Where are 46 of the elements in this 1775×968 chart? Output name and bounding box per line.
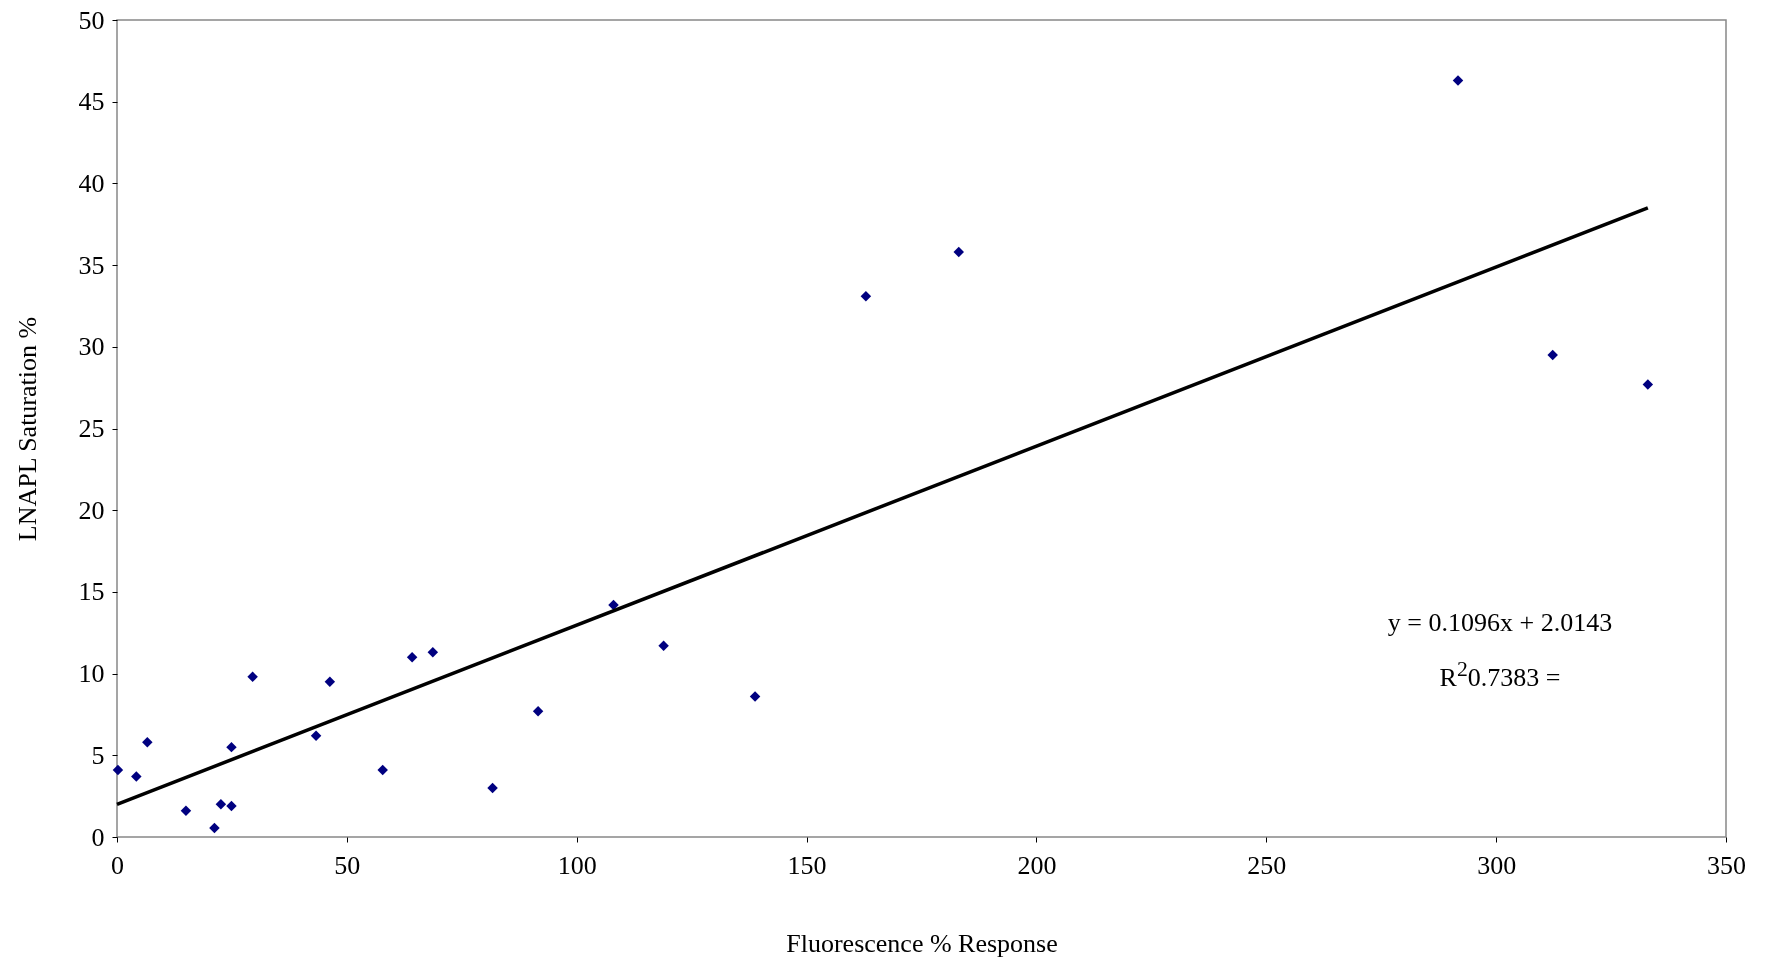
point <box>142 736 153 748</box>
point <box>247 671 258 683</box>
x-tick-label: 150 <box>787 850 827 880</box>
point <box>131 771 142 782</box>
point <box>310 730 322 741</box>
y-tick-label: 15 <box>78 577 105 607</box>
x-tick-label: 200 <box>1017 850 1057 880</box>
x-tick-label: 100 <box>557 850 597 880</box>
point <box>226 800 237 812</box>
point <box>1642 379 1654 390</box>
point <box>377 764 388 776</box>
y-tick-label: 50 <box>78 5 105 35</box>
y-tick-label: 35 <box>78 250 105 280</box>
point <box>406 652 418 663</box>
point <box>749 691 761 702</box>
x-tick-label: 250 <box>1247 850 1287 880</box>
point <box>112 764 124 776</box>
y-tick-label: 25 <box>78 414 105 443</box>
point <box>487 782 498 794</box>
y-tick-label: 20 <box>78 495 105 525</box>
point <box>1452 75 1464 86</box>
point <box>226 741 237 753</box>
point <box>953 246 964 258</box>
point <box>180 805 192 817</box>
y-tick-label: 45 <box>78 87 105 117</box>
y-tick-label: 40 <box>78 168 105 198</box>
x-tick-label: 300 <box>1477 850 1517 880</box>
point <box>215 799 227 810</box>
point <box>1547 349 1558 361</box>
point <box>860 290 872 302</box>
y-axis-title: LNAPL Saturation % <box>12 316 42 542</box>
x-tick-label: 0 <box>111 850 124 880</box>
point <box>427 647 439 658</box>
y-tick-label: 30 <box>78 332 105 362</box>
annotation: y = 0.1096x + 2.0143 <box>1386 607 1614 639</box>
x-tick-label: 50 <box>334 850 361 880</box>
y-tick-label: 5 <box>91 740 105 770</box>
x-tick-label: 350 <box>1707 850 1746 880</box>
y-tick-label: 0 <box>91 822 105 852</box>
point <box>532 705 544 717</box>
y-tick-label: 10 <box>78 659 105 689</box>
point <box>209 822 220 834</box>
point <box>658 640 669 652</box>
point <box>324 676 336 688</box>
x-axis-title: Fluorescence % Response <box>786 928 1058 958</box>
annotation: R$^{2}$0.7383 = <box>1438 656 1562 694</box>
